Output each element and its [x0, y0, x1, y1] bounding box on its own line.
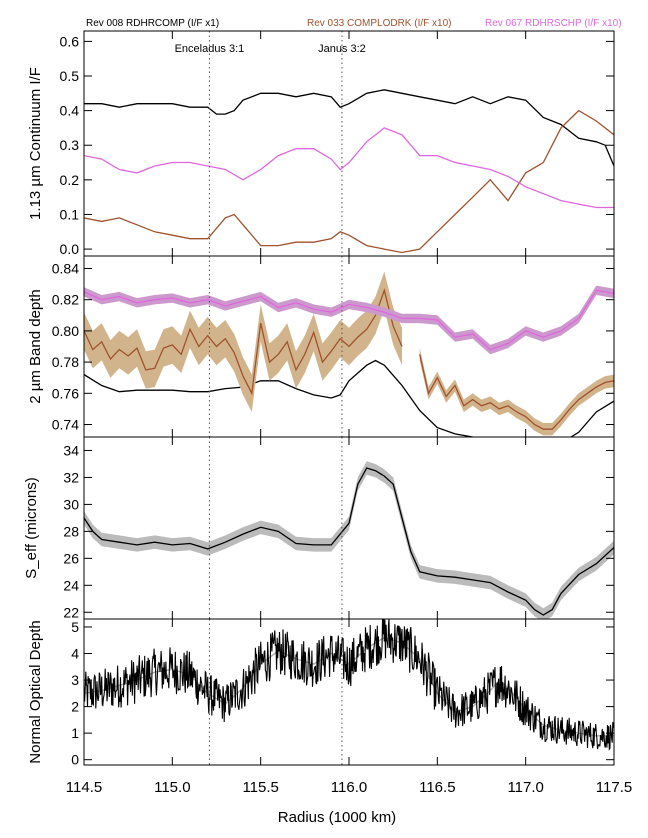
y-tick-label: 0.82 [52, 292, 79, 308]
x-tick-label: 114.5 [66, 779, 102, 796]
series-2-2-band [84, 271, 402, 412]
resonance-label: Enceladus 3:1 [175, 43, 245, 55]
y-tick-label: 0.80 [52, 323, 79, 339]
series-2-3-band [419, 348, 614, 436]
x-tick-label: 115.5 [242, 779, 278, 796]
panels: 0.0 0.1 0.2 0.3 0.4 0.5 0.6 1.13 µm Continuum I… [23, 30, 632, 796]
y-tick-label: 5 [71, 619, 79, 635]
y-tick-label: 22 [63, 604, 79, 620]
y-tick-label: 0.76 [52, 385, 79, 401]
panel-4: 0 1 2 3 4 5 Normal Optical Depth [27, 618, 615, 768]
x-tick-label: 116.5 [419, 779, 455, 796]
series-2-3-line [419, 354, 614, 430]
panel-2: 0.74 0.76 0.78 0.80 0.82 0.84 2 µm Band depth [27, 255, 615, 438]
legend-rev067: Rev 067 RDHRSCHP (I/F x10) [485, 18, 622, 29]
x-axis-label: Radius (1000 km) [278, 809, 396, 826]
y-tick-label: 0.2 [60, 172, 80, 188]
y-tick-label: 1 [71, 725, 79, 741]
series-1-2-line [84, 109, 614, 254]
y-tick-label: 0.0 [60, 241, 80, 257]
y-tick-label: 0.3 [60, 137, 80, 153]
y-tick-label: 28 [63, 523, 79, 539]
y-tick-label: 2 [71, 699, 79, 715]
plot-area [84, 461, 614, 619]
panel-3: 22 24 26 28 30 32 34 S_eff (microns) [23, 436, 615, 620]
y-tick-label: 3 [71, 672, 79, 688]
legend-rev008: Rev 008 RDHRCOMP (I/F x1) [86, 18, 219, 29]
panel-frame [83, 618, 615, 766]
y-axis-label: Normal Optical Depth [27, 620, 44, 763]
y-tick-label: 0.1 [60, 206, 80, 222]
series-1-1-line [84, 89, 614, 167]
x-tick-label: 117.5 [596, 779, 632, 796]
y-tick-label: 0.4 [60, 103, 80, 119]
y-axis-label: 2 µm Band depth [27, 289, 44, 404]
series-2-4-line [84, 289, 614, 351]
y-tick-label: 32 [63, 469, 79, 485]
series-3-1-band [84, 461, 614, 619]
y-tick-label: 4 [71, 646, 79, 662]
y-tick-label: 0.5 [60, 68, 80, 84]
y-tick-label: 24 [63, 577, 79, 593]
y-tick-label: 34 [63, 442, 79, 458]
plot-area [84, 619, 614, 751]
plot-area [84, 271, 614, 437]
plot-area [84, 89, 614, 254]
panel-1: 0.0 0.1 0.2 0.3 0.4 0.5 0.6 1.13 µm Continuum I… [27, 30, 615, 257]
legend: Rev 008 RDHRCOMP (I/F x1) Rev 033 COMPLO… [86, 18, 622, 29]
x-tick-label: 117.0 [507, 779, 543, 796]
y-tick-label: 26 [63, 550, 79, 566]
y-tick-label: 0.6 [60, 33, 80, 49]
y-tick-label: 30 [63, 496, 79, 512]
y-tick-label: 0.78 [52, 354, 79, 370]
x-tick-label: 116.0 [331, 779, 367, 796]
x-tick-label: 115.0 [154, 779, 190, 796]
legend-rev033: Rev 033 COMPLODRK (I/F x10) [307, 18, 451, 29]
y-axis-label: 1.13 µm Continuum I/F [27, 67, 44, 220]
resonance-label: Janus 3:2 [318, 43, 366, 55]
series-2-2-line [84, 288, 403, 396]
y-tick-label: 0.84 [52, 260, 79, 276]
series-3-1-line [84, 467, 614, 616]
series-1-3-line [84, 127, 614, 209]
series-4-2 [84, 619, 614, 751]
y-tick-label: 0 [71, 752, 79, 768]
panel-frame [83, 30, 615, 257]
y-axis-label: S_eff (microns) [23, 477, 40, 578]
series-2-1-line [84, 359, 614, 437]
y-tick-label: 0.74 [52, 417, 79, 433]
